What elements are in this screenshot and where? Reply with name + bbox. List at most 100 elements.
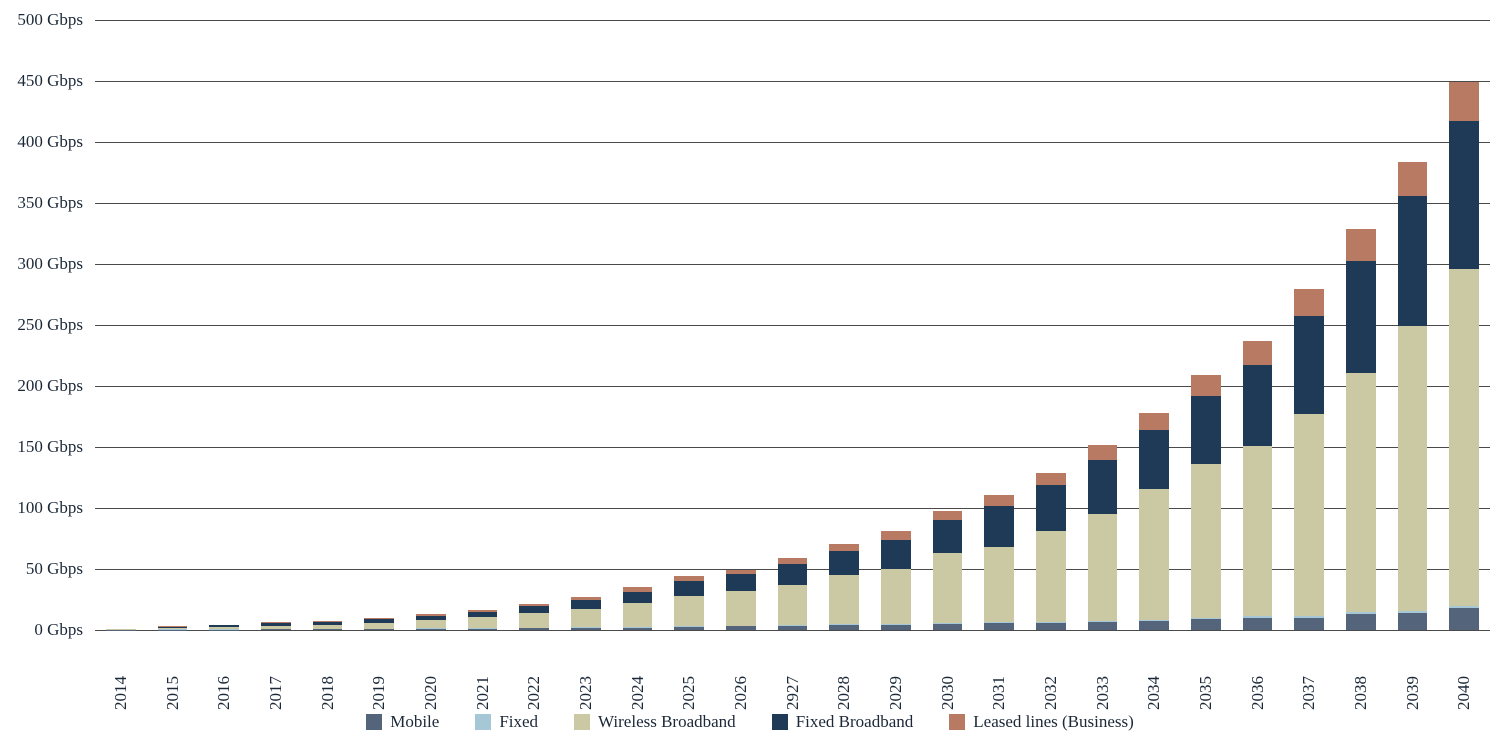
x-tick-label: 2016	[214, 676, 234, 710]
bar-2033	[1088, 445, 1118, 630]
bar-seg-mobile	[468, 629, 498, 630]
x-tick-label: 2036	[1248, 676, 1268, 710]
bar-seg-leased	[1294, 289, 1324, 316]
bar-seg-wbb	[726, 591, 756, 625]
bar-seg-mobile	[519, 628, 549, 630]
legend-label: Wireless Broadband	[598, 712, 736, 732]
bar-seg-fbb	[1139, 430, 1169, 489]
bar-seg-fbb	[726, 574, 756, 591]
bar-2018	[313, 621, 343, 630]
legend-label: Leased lines (Business)	[973, 712, 1134, 732]
x-tick-label: 2026	[731, 676, 751, 710]
bar-2030	[933, 511, 963, 630]
bar-2020	[416, 614, 446, 630]
x-tick-label: 2014	[111, 676, 131, 710]
x-tick-label: 2035	[1196, 676, 1216, 710]
bar-2022	[519, 604, 549, 630]
bar-seg-wbb	[778, 585, 808, 625]
bar-seg-leased	[1346, 229, 1376, 261]
bar-seg-fbb	[674, 581, 704, 596]
bar-seg-wbb	[1088, 514, 1118, 621]
bar-seg-mobile	[778, 626, 808, 630]
bar-2031	[984, 495, 1014, 630]
bar-seg-leased	[1191, 375, 1221, 396]
bar-seg-wbb	[1191, 464, 1221, 618]
bar-2025	[674, 576, 704, 630]
bar-seg-leased	[1243, 341, 1273, 365]
gridline	[95, 386, 1490, 387]
bar-seg-wbb	[416, 620, 446, 629]
bar-2016	[209, 625, 239, 630]
bar-seg-fbb	[984, 506, 1014, 546]
bar-seg-wbb	[881, 569, 911, 624]
bar-seg-leased	[1449, 82, 1479, 121]
legend-item-mobile: Mobile	[366, 712, 439, 732]
x-tick-label: 2028	[834, 676, 854, 710]
gridline	[95, 264, 1490, 265]
bar-seg-fbb	[1036, 485, 1066, 531]
legend-item-fixed: Fixed	[475, 712, 538, 732]
bar-seg-mobile	[313, 629, 343, 630]
bar-2026	[726, 570, 756, 630]
gridline	[95, 630, 1490, 631]
x-tick-label: 2031	[989, 676, 1009, 710]
bar-seg-fbb	[778, 564, 808, 585]
x-tick-label: 2018	[318, 676, 338, 710]
x-tick-label: 2040	[1454, 676, 1474, 710]
bar-seg-fbb	[829, 551, 859, 575]
bar-2038	[1346, 229, 1376, 630]
legend-swatch	[366, 714, 382, 730]
x-tick-label: 2033	[1093, 676, 1113, 710]
bar-2035	[1191, 375, 1221, 630]
bar-seg-fbb	[1449, 121, 1479, 270]
bar-seg-wbb	[468, 617, 498, 628]
x-tick-label: 2025	[679, 676, 699, 710]
bar-seg-mobile	[416, 629, 446, 630]
bar-seg-wbb	[519, 613, 549, 628]
x-tick-label: 2020	[421, 676, 441, 710]
bar-seg-mobile	[726, 626, 756, 630]
bar-seg-mobile	[1398, 613, 1428, 630]
x-tick-label: 2024	[628, 676, 648, 710]
x-tick-label: 2019	[369, 676, 389, 710]
bar-2040	[1449, 82, 1479, 630]
bar-seg-mobile	[1449, 608, 1479, 630]
y-tick-label: 300 Gbps	[0, 254, 83, 274]
bar-seg-leased	[1398, 162, 1428, 196]
legend-swatch	[475, 714, 491, 730]
bar-seg-wbb	[829, 575, 859, 624]
x-tick-label: 2017	[266, 676, 286, 710]
bar-seg-wbb	[1398, 326, 1428, 611]
bar-seg-wbb	[1036, 531, 1066, 621]
bar-seg-mobile	[1088, 622, 1118, 630]
bar-seg-wbb	[984, 547, 1014, 623]
bar-seg-wbb	[674, 596, 704, 627]
x-tick-label: 2034	[1144, 676, 1164, 710]
bar-seg-mobile	[881, 625, 911, 630]
bar-seg-mobile	[571, 628, 601, 630]
bar-2039	[1398, 162, 1428, 630]
bar-2019	[364, 618, 394, 630]
bar-2037	[1294, 289, 1324, 630]
bar-2023	[571, 597, 601, 630]
bar-seg-fbb	[1088, 460, 1118, 514]
legend-label: Mobile	[390, 712, 439, 732]
bar-2036	[1243, 341, 1273, 630]
plot-area	[95, 20, 1490, 630]
x-tick-label: 2023	[576, 676, 596, 710]
bar-seg-wbb	[1294, 414, 1324, 617]
bandwidth-stacked-bar-chart: 0 Gbps50 Gbps100 Gbps150 Gbps200 Gbps250…	[0, 0, 1500, 745]
x-tick-label: 2927	[783, 676, 803, 710]
bar-seg-mobile	[1346, 614, 1376, 630]
bar-seg-wbb	[1346, 373, 1376, 612]
x-tick-label: 2022	[524, 676, 544, 710]
bar-seg-mobile	[829, 625, 859, 630]
legend-item-leased: Leased lines (Business)	[949, 712, 1134, 732]
gridline	[95, 81, 1490, 82]
x-tick-label: 2037	[1299, 676, 1319, 710]
bar-2028	[829, 544, 859, 630]
legend-swatch	[772, 714, 788, 730]
x-tick-label: 2015	[163, 676, 183, 710]
bar-seg-leased	[1036, 473, 1066, 485]
bar-seg-leased	[1088, 445, 1118, 460]
